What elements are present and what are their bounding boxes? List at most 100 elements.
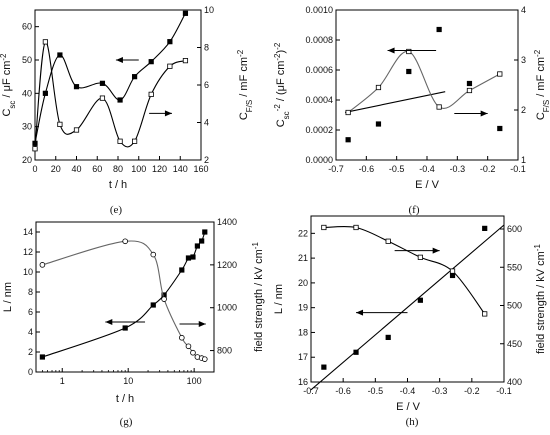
y-tick-label: 0.0006	[305, 65, 333, 75]
x-tick-label: -0.5	[368, 386, 384, 396]
x-axis-label-e: t / h	[109, 179, 127, 191]
y-tick-label: 50	[22, 55, 32, 65]
series-1-point	[482, 225, 488, 231]
y2-tick-label: 1	[521, 155, 526, 165]
y-tick-label: 0.0000	[305, 155, 333, 165]
y2-tick-label: 2	[204, 155, 209, 165]
series-2-point	[353, 224, 359, 231]
x-tick-label: -0.6	[359, 164, 375, 174]
series-2-point	[190, 349, 196, 356]
series-1-curve	[344, 91, 446, 113]
series-1-point	[466, 80, 473, 87]
y-tick-label: 14	[23, 227, 33, 237]
series-1-point	[321, 364, 327, 370]
x-tick-label: 100	[187, 376, 202, 386]
series-1-point	[497, 125, 503, 132]
x-tick-label: -0.3	[450, 164, 466, 174]
y-tick-label: 8	[28, 287, 33, 297]
series-2-curve	[347, 50, 501, 113]
series-1-point	[99, 80, 106, 86]
y2-tick-label: 1000	[217, 303, 237, 313]
panel-label-h: (h)	[406, 416, 419, 428]
series-2-point	[150, 251, 157, 258]
y-tick-label: 20	[22, 155, 32, 165]
series-1-point	[150, 302, 156, 308]
series-2-point	[179, 334, 185, 341]
series-2-point	[161, 296, 167, 302]
series-1-point	[194, 243, 200, 249]
x-tick-label: 10	[123, 376, 133, 386]
series-1-point	[39, 354, 45, 360]
y2-tick-label: 1200	[217, 260, 237, 270]
y2-tick-label: 3	[521, 55, 526, 65]
y-tick-label: 60	[22, 22, 32, 32]
y2-tick-label: 1400	[217, 217, 237, 227]
y-tick-label: 10	[23, 267, 33, 277]
x-tick-label: -0.6	[335, 386, 351, 396]
y-tick-label: 0	[28, 367, 33, 377]
arrow-head	[480, 110, 488, 117]
series-2-point	[167, 63, 173, 69]
x-tick-label: -0.1	[510, 164, 526, 174]
x-tick-label: 80	[113, 164, 123, 174]
x-tick-label: -0.4	[400, 386, 416, 396]
y-tick-label: 0.0002	[305, 125, 333, 135]
y2-tick-label: 10	[204, 5, 214, 15]
series-2-point	[385, 238, 391, 244]
chart-panel-h: -0.7 -0.6 -0.5 -0.4 -0.3 -0.2 -0.1 16 17 18 19 20 21…	[273, 215, 548, 428]
panel-label-e: (e)	[110, 204, 123, 216]
y2-tick-label: 8	[204, 43, 209, 53]
y2-axis-label-e: CF/S / mF cm-2	[236, 49, 254, 120]
x-tick-label: -0.4	[419, 164, 435, 174]
series-2-point	[131, 138, 138, 144]
x-tick-label: 100	[131, 164, 146, 174]
series-2-point	[99, 95, 106, 101]
y-tick-label: 0.0004	[305, 95, 333, 105]
series-2-curve	[34, 41, 186, 149]
x-tick-label: 0	[32, 164, 37, 174]
y2-tick-label: 450	[507, 339, 522, 349]
y2-tick-label: 550	[507, 262, 522, 272]
series-2-point	[321, 224, 327, 231]
series-2-point	[436, 104, 442, 110]
y-tick-label: 12	[23, 247, 33, 257]
y-tick-label: 18	[298, 327, 308, 337]
series-1-point	[345, 137, 351, 143]
series-2-point	[375, 84, 382, 91]
y2-tick-label: 4	[204, 118, 209, 128]
arrow-head	[105, 319, 113, 325]
y2-tick-label: 600	[507, 224, 522, 234]
chart-marks-f: -0.7 -0.6 -0.5 -0.4 -0.3 -0.2 -0.1 0.0000 0.0002…	[305, 5, 526, 174]
series-1-point	[179, 267, 185, 273]
y2-tick-label: 4	[521, 5, 526, 15]
arrow-head	[432, 247, 440, 254]
y2-tick-label: 800	[217, 346, 232, 356]
y2-tick-label: 6	[204, 80, 209, 90]
y-axis-label-h: L / nm	[273, 284, 285, 314]
series-1-point	[57, 52, 63, 58]
series-1-point	[417, 297, 423, 303]
series-2-point	[73, 127, 80, 133]
y-tick-label: 0.0008	[305, 35, 333, 45]
y-tick-label: 0.0010	[305, 5, 333, 15]
y-tick-label: 16	[298, 377, 308, 387]
x-tick-label: 1	[60, 376, 65, 386]
y2-tick-label: 400	[507, 377, 522, 387]
series-2-curve	[323, 225, 486, 315]
arrow-head	[164, 110, 172, 117]
series-1-point	[199, 238, 205, 244]
series-2-point	[482, 311, 488, 317]
series-1-point	[353, 349, 359, 355]
y2-tick-label: 2	[521, 105, 526, 115]
series-2-point	[57, 121, 63, 127]
y-tick-label: 17	[298, 352, 308, 362]
x-axis-label-f: E / V	[415, 179, 440, 191]
y2-axis-label-h: field strength / kV cm-1	[533, 244, 548, 354]
series-1-point	[385, 334, 391, 341]
series-1-point	[131, 74, 138, 80]
y-tick-label: 22	[298, 228, 308, 238]
series-1-point	[167, 39, 173, 45]
